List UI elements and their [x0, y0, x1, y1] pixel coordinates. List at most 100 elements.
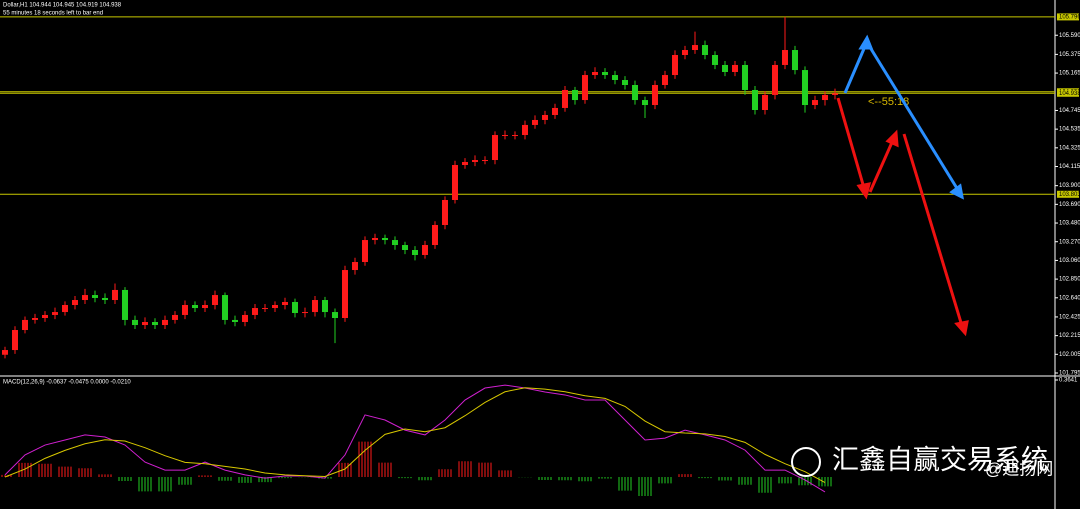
y-tick-label: 103.900 [1059, 183, 1080, 189]
y-tick-label: 103.480 [1059, 221, 1080, 227]
candle-body [162, 319, 168, 326]
candle-body [462, 161, 468, 166]
candle-body [482, 160, 488, 162]
candle-body [292, 301, 298, 314]
candle-body [212, 295, 218, 306]
candle-body [492, 135, 498, 161]
candle-body [692, 45, 698, 51]
candle-body [432, 224, 438, 246]
y-tick-label: 104.745 [1059, 108, 1080, 114]
y-tick-label: 102.850 [1059, 277, 1080, 283]
candle-body [2, 350, 8, 355]
candle-body [182, 305, 188, 315]
candle-body [472, 160, 478, 162]
candle-body [412, 250, 418, 255]
candle-body [142, 322, 148, 326]
candle-body [42, 314, 48, 318]
candle-body [22, 319, 28, 331]
candle-body [632, 84, 638, 101]
candle-body [12, 330, 18, 351]
candle-body [192, 305, 198, 309]
candle-body [152, 322, 158, 326]
candle-body [312, 300, 318, 313]
candle-body [522, 124, 528, 136]
candle-body [812, 100, 818, 106]
candle-body [582, 75, 588, 101]
candle-body [352, 262, 358, 271]
candle-body [262, 308, 268, 310]
y-tick-label: 102.005 [1059, 352, 1080, 358]
chart-header: Dollar,H1 104.944 104.945 104.919 104.93… [3, 3, 122, 9]
candle-body [342, 270, 348, 318]
candle-body [32, 317, 38, 320]
candle-body [752, 89, 758, 111]
candle-body [92, 295, 98, 298]
blue-arrow [843, 34, 965, 200]
chart-subheader: 55 minutes 18 seconds left to bar end [3, 11, 103, 17]
candle-body [722, 64, 728, 73]
candle-body [652, 84, 658, 106]
candle-body [332, 312, 338, 318]
level-label: 104.938 [1059, 91, 1080, 97]
macd-signal-line [4, 387, 826, 484]
candle-body [552, 107, 558, 115]
candle-body [402, 245, 408, 251]
candle-body [382, 237, 388, 241]
countdown: <--55:18 [868, 96, 909, 108]
candle-body [622, 80, 628, 85]
y-tick-label: 102.640 [1059, 295, 1080, 301]
candle-body [782, 50, 788, 65]
y-tick-label: 0.3641 [1059, 378, 1078, 384]
candle-body [62, 305, 68, 313]
y-tick-label: 105.375 [1059, 52, 1080, 58]
candle-body [392, 240, 398, 246]
candle-body [442, 199, 448, 225]
y-tick-label: 103.270 [1059, 239, 1080, 245]
candle-body [122, 289, 128, 320]
candle-body [422, 245, 428, 255]
y-tick-label: 102.215 [1059, 333, 1080, 339]
candle-body [702, 45, 708, 56]
candle-body [132, 319, 138, 326]
candle-body [562, 89, 568, 108]
candle-body [822, 94, 828, 101]
y-tick-label: 103.690 [1059, 202, 1080, 208]
macd-main-line [4, 384, 826, 493]
y-tick-label: 102.425 [1059, 315, 1080, 321]
candle-body [682, 50, 688, 56]
candle-body [362, 240, 368, 263]
candle-body [322, 300, 328, 313]
level-tag [1057, 13, 1079, 21]
candle-body [102, 297, 108, 301]
watermark: 汇鑫自赢交易系统 @迪扬网 [791, 445, 1053, 478]
candle-body [772, 64, 778, 95]
candle-body [232, 319, 238, 323]
candle-body [52, 312, 58, 315]
candle-body [72, 300, 78, 306]
candle-body [242, 314, 248, 323]
candle-body [742, 64, 748, 90]
candle-body [712, 55, 718, 65]
candle-body [512, 135, 518, 137]
y-tick-label: 101.795 [1059, 371, 1080, 377]
candle-body [832, 93, 838, 95]
candle-body [762, 94, 768, 111]
candle-body [642, 100, 648, 106]
y-tick-label: 104.115 [1059, 164, 1080, 170]
candle-body [272, 305, 278, 309]
candle-body [532, 119, 538, 125]
level-label: 103.803 [1059, 192, 1080, 198]
candle-body [592, 72, 598, 76]
y-tick-label: 104.325 [1059, 145, 1080, 151]
watermark-icon [791, 447, 821, 477]
candle-body [372, 237, 378, 241]
candle-body [542, 114, 548, 120]
candle-body [662, 75, 668, 85]
y-tick-label: 103.060 [1059, 258, 1080, 264]
candle-body [202, 305, 208, 309]
level-tag [1057, 89, 1079, 97]
candle-body [732, 64, 738, 73]
candle-body [82, 295, 88, 301]
watermark-text: 汇鑫自赢交易系统 [832, 445, 1048, 475]
